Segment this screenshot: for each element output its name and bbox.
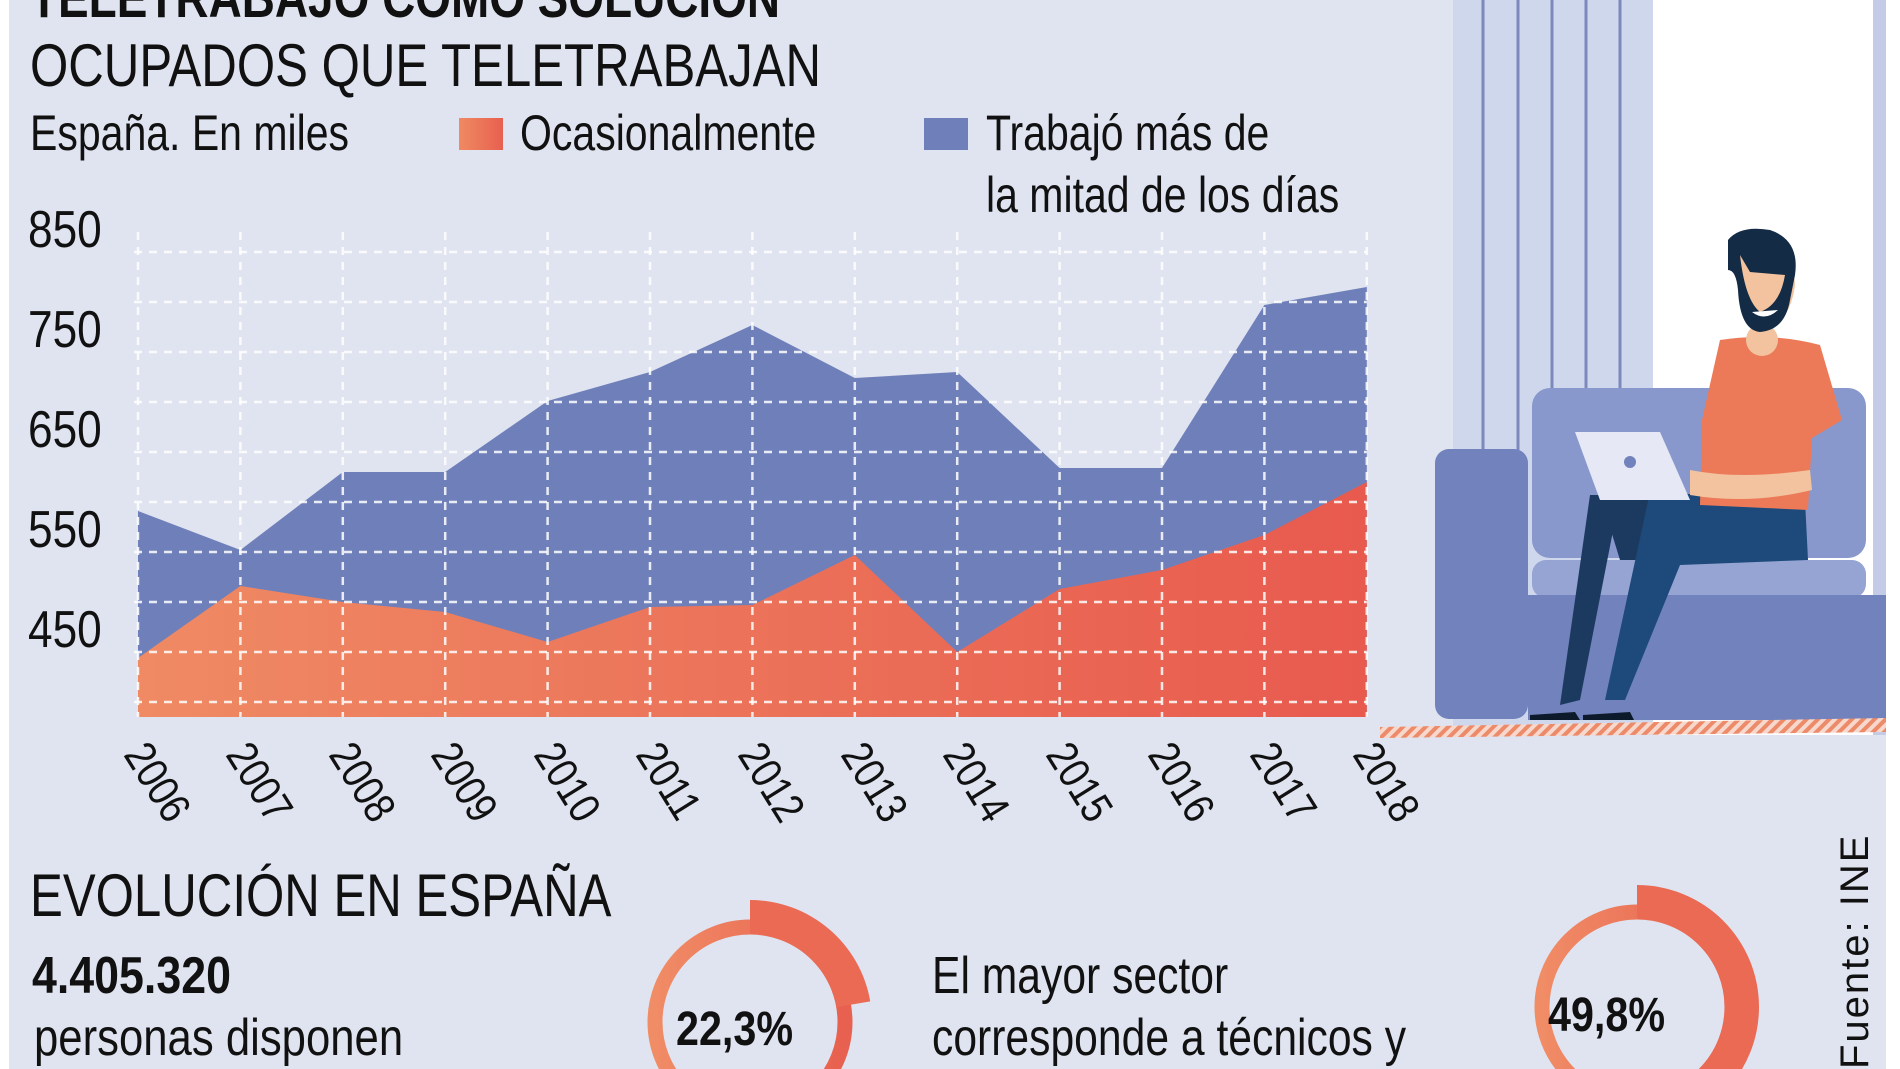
source-credit: Fuente: INE	[1833, 833, 1877, 1069]
laptop-logo-icon	[1624, 456, 1636, 468]
donut-2-highlight-arc	[1637, 885, 1759, 1069]
y-tick-label: 850	[28, 201, 102, 259]
donut-2	[1534, 885, 1759, 1069]
face-skin	[1740, 255, 1785, 312]
donut-1	[647, 900, 871, 1069]
curtain-folds	[1481, 0, 1622, 450]
arm	[1690, 470, 1812, 499]
stat-description: personas disponen	[34, 1009, 404, 1067]
y-tick-label: 750	[28, 301, 102, 359]
chart-title: OCUPADOS QUE TELETRABAJAN	[30, 32, 822, 99]
window-frame	[1873, 0, 1886, 735]
neck	[1746, 324, 1778, 356]
y-tick-label: 650	[28, 401, 102, 459]
donut-2-value: 49,8%	[1548, 989, 1666, 1042]
section-title: EVOLUCIÓN EN ESPAÑA	[30, 862, 612, 929]
sector-text-line2: corresponde a técnicos y	[932, 1009, 1407, 1067]
legend-label-ocasionalmente: Ocasionalmente	[520, 105, 817, 161]
legend-swatch-mitad-dias	[924, 118, 968, 150]
legend-swatch-ocasionalmente	[459, 118, 503, 150]
smile	[1752, 310, 1778, 317]
front-leg	[1605, 492, 1808, 700]
y-tick-label: 550	[28, 501, 102, 559]
sector-text-line1: El mayor sector	[932, 947, 1229, 1005]
donut-1-value: 22,3%	[676, 1003, 794, 1056]
legend-label-mitad-dias-line2: la mitad de los días	[986, 167, 1340, 223]
floor	[1380, 718, 1886, 738]
donut-1-highlight-arc	[750, 900, 871, 1008]
shirt	[1700, 336, 1842, 510]
shoe-right	[1583, 712, 1634, 720]
shoe-left	[1530, 712, 1580, 720]
y-tick-label: 450	[28, 601, 102, 659]
main-title: TELETRABAJO COMO SOLUCIÓN	[30, 0, 780, 26]
sofa-cushion	[1532, 560, 1866, 598]
back-shin	[1560, 495, 1620, 705]
stat-number: 4.405.320	[32, 947, 231, 1005]
legend-label-mitad-dias-line1: Trabajó más de	[986, 105, 1270, 161]
sofa-armrest	[1435, 449, 1528, 719]
unit-label: España. En miles	[30, 105, 350, 161]
